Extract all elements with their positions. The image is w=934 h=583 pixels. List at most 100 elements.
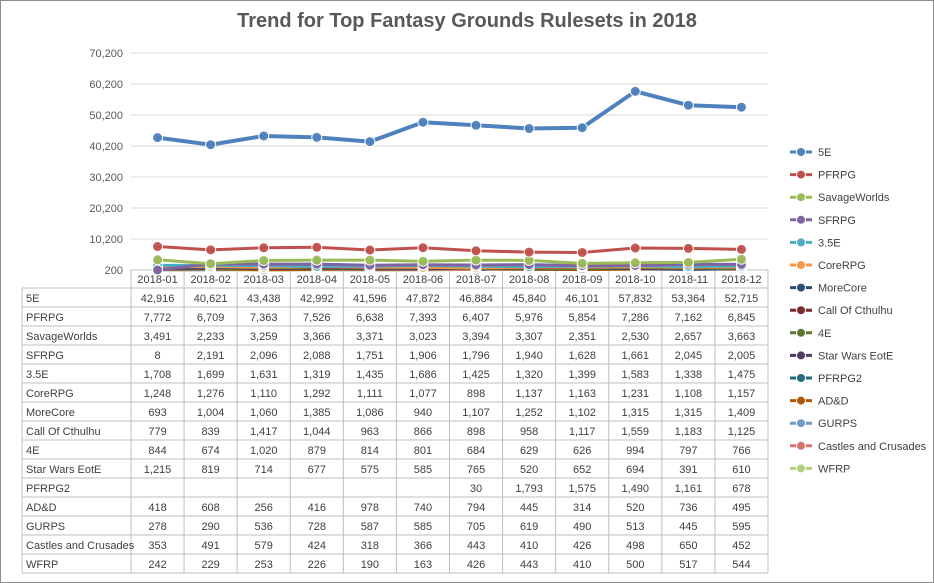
- legend-swatch-marker: [796, 282, 806, 293]
- legend-entry: 5E: [818, 147, 831, 159]
- table-value-cell: 500: [626, 559, 644, 571]
- table-value-cell: 46,101: [565, 293, 599, 305]
- table-value-cell: 6,709: [197, 312, 225, 324]
- data-point-pfrpg: [735, 243, 747, 255]
- table-value-cell: 1,699: [197, 369, 225, 381]
- table-value-cell: 839: [201, 426, 219, 438]
- table-value-cell: 794: [467, 502, 485, 514]
- data-point-5e: [629, 85, 641, 97]
- legend-swatch-marker: [796, 327, 806, 338]
- table-value-cell: 6,638: [356, 312, 384, 324]
- table-value-cell: 1,319: [303, 369, 331, 381]
- table-value-cell: 1,315: [622, 407, 650, 419]
- table-value-cell: 629: [520, 445, 538, 457]
- table-value-cell: 677: [308, 464, 326, 476]
- table-value-cell: 1,628: [568, 350, 596, 362]
- y-tick-label: 30,200: [89, 172, 123, 184]
- table-value-cell: 705: [467, 521, 485, 533]
- table-series-label: SFRPG: [26, 350, 64, 362]
- table-value-cell: 736: [679, 502, 697, 514]
- table-value-cell: 994: [626, 445, 644, 457]
- table-value-cell: 45,840: [512, 293, 546, 305]
- table-value-cell: 608: [201, 502, 219, 514]
- table-series-label: CoreRPG: [26, 388, 74, 400]
- data-point-5e: [311, 131, 323, 143]
- table-value-cell: 1,320: [515, 369, 543, 381]
- table-value-cell: 797: [679, 445, 697, 457]
- table-value-cell: 1,183: [675, 426, 703, 438]
- table-value-cell: 958: [520, 426, 538, 438]
- table-series-label: 4E: [26, 445, 39, 457]
- legend-swatch-marker: [796, 214, 806, 225]
- table-value-cell: 491: [201, 540, 219, 552]
- table-value-cell: 1,292: [303, 388, 331, 400]
- table-value-cell: 366: [414, 540, 432, 552]
- data-point-pfrpg: [205, 244, 217, 256]
- table-value-cell: 1,125: [728, 426, 756, 438]
- table-value-cell: 46,884: [459, 293, 493, 305]
- table-value-cell: 1,004: [197, 407, 225, 419]
- table-value-cell: 1,020: [250, 445, 278, 457]
- table-value-cell: 52,715: [725, 293, 759, 305]
- table-value-cell: 7,286: [622, 312, 650, 324]
- table-value-cell: 1,161: [675, 483, 703, 495]
- legend-swatch-marker: [796, 440, 806, 451]
- table-value-cell: 43,438: [247, 293, 281, 305]
- table-value-cell: 1,248: [144, 388, 172, 400]
- table-value-cell: 650: [679, 540, 697, 552]
- table-value-cell: 3,307: [515, 331, 543, 343]
- table-series-label: AD&D: [26, 502, 57, 514]
- data-point-5e: [682, 99, 694, 111]
- data-point-5e: [364, 136, 376, 148]
- data-point-pfrpg: [417, 242, 429, 254]
- data-point-pfrpg: [523, 246, 535, 258]
- table-value-cell: 801: [414, 445, 432, 457]
- category-label: 2018-09: [562, 274, 602, 286]
- table-value-cell: 253: [255, 559, 273, 571]
- table-value-cell: 7,393: [409, 312, 437, 324]
- legend-entry: MoreCore: [818, 283, 867, 295]
- table-value-cell: 694: [626, 464, 644, 476]
- table-value-cell: 1,490: [622, 483, 650, 495]
- data-point-savageworlds: [152, 254, 164, 266]
- table-value-cell: 41,596: [353, 293, 387, 305]
- legend-entry: AD&D: [818, 396, 849, 408]
- table-series-label: 3.5E: [26, 369, 49, 381]
- table-series-label: SavageWorlds: [26, 331, 98, 343]
- table-value-cell: 575: [361, 464, 379, 476]
- table-value-cell: 7,162: [675, 312, 703, 324]
- table-value-cell: 2,096: [250, 350, 278, 362]
- table-value-cell: 1,751: [356, 350, 384, 362]
- table-value-cell: 1,077: [409, 388, 437, 400]
- table-value-cell: 610: [732, 464, 750, 476]
- table-value-cell: 495: [732, 502, 750, 514]
- table-value-cell: 1,559: [622, 426, 650, 438]
- data-point-savageworlds: [417, 255, 429, 267]
- table-value-cell: 498: [626, 540, 644, 552]
- table-value-cell: 163: [414, 559, 432, 571]
- table-value-cell: 2,005: [728, 350, 756, 362]
- table-value-cell: 278: [148, 521, 166, 533]
- table-value-cell: 536: [255, 521, 273, 533]
- table-value-cell: 1,276: [197, 388, 225, 400]
- category-label: 2018-05: [350, 274, 390, 286]
- data-point-savageworlds: [576, 257, 588, 269]
- table-value-cell: 7,772: [144, 312, 172, 324]
- table-value-cell: 314: [573, 502, 591, 514]
- chart-title: Trend for Top Fantasy Grounds Rulesets i…: [237, 10, 697, 32]
- table-value-cell: 1,111: [357, 388, 383, 400]
- legend-swatch-marker: [796, 237, 806, 248]
- table-series-label: MoreCore: [26, 407, 75, 419]
- table-value-cell: 1,796: [462, 350, 490, 362]
- table-value-cell: 1,215: [144, 464, 172, 476]
- table-value-cell: 443: [520, 559, 538, 571]
- legend-swatch-marker: [796, 395, 806, 406]
- data-point-pfrpg: [629, 242, 641, 254]
- table-value-cell: 445: [679, 521, 697, 533]
- table-value-cell: 898: [467, 388, 485, 400]
- legend-entry: GURPS: [818, 418, 857, 430]
- data-point-5e: [205, 139, 217, 151]
- category-label: 2018-10: [615, 274, 655, 286]
- table-value-cell: 674: [201, 445, 219, 457]
